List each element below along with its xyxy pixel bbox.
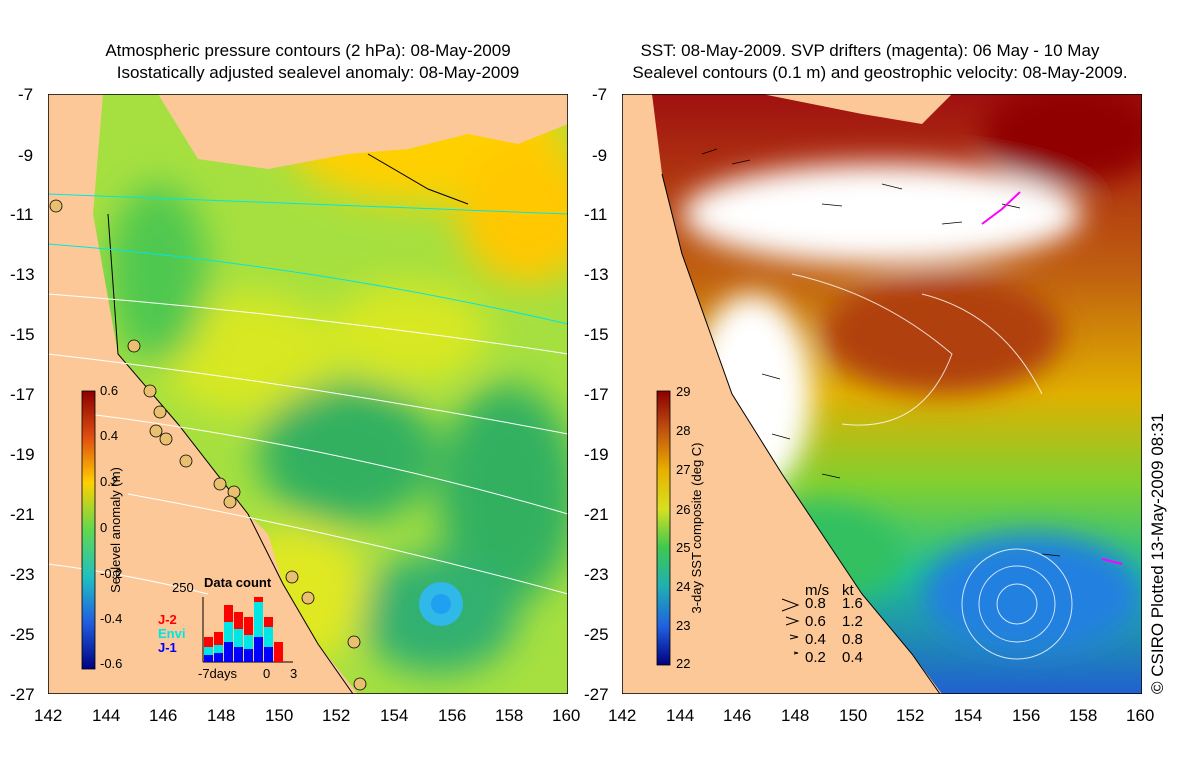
lat-tick-r-1: -9: [592, 146, 608, 165]
lon-tick-r-9: 160: [1126, 706, 1155, 725]
vel-row-0-ms: 0.8: [805, 595, 826, 612]
vel-row-0-kt: 1.6: [842, 595, 863, 612]
vel-row-3-kt: 0.4: [842, 649, 863, 666]
sla-tick-0: 0.6: [100, 383, 119, 398]
velocity-legend-arrows: [781, 598, 800, 655]
sst-colorbar-label: 3-day SST composite (deg C): [689, 443, 704, 614]
lat-tick-r-6: -19: [584, 445, 609, 464]
vel-legend-ms-header: m/s: [805, 582, 830, 599]
lon-tick-l-5: 152: [322, 706, 351, 725]
lon-tick-l-7: 156: [438, 706, 467, 725]
lat-tick-r-7: -21: [584, 505, 609, 524]
lat-tick-l-5: -17: [10, 385, 35, 404]
lat-tick-l-2: -11: [10, 205, 34, 224]
lat-tick-r-0: -7: [592, 85, 608, 104]
sla-tick-3: 0: [100, 520, 108, 535]
lat-tick-l-6: -19: [10, 445, 35, 464]
sst-map: [622, 94, 1142, 694]
sla-tick-4: -0.2: [100, 566, 123, 581]
lon-tick-r-6: 154: [954, 706, 983, 725]
sst-tick-6: 23: [676, 618, 691, 633]
lat-tick-r-3: -13: [584, 265, 609, 284]
sst-tick-2: 27: [676, 462, 691, 477]
lon-tick-r-8: 158: [1069, 706, 1098, 725]
lon-tick-r-1: 144: [666, 706, 695, 725]
left-title-line1: Atmospheric pressure contours (2 hPa): 0…: [105, 41, 511, 60]
lon-tick-r-7: 156: [1012, 706, 1041, 725]
sealevel-colorbar: Sealevel anomaly (m): [81, 390, 123, 670]
lon-tick-l-9: 160: [552, 706, 581, 725]
sla-tick-2: 0.2: [100, 474, 119, 489]
lon-tick-l-8: 158: [495, 706, 524, 725]
lat-tick-l-7: -21: [10, 505, 35, 524]
lat-tick-l-9: -25: [10, 625, 35, 644]
inset-xtick-zero: 0: [263, 666, 271, 681]
sealevel-anomaly-map: [48, 94, 568, 694]
inset-ymax: 250: [172, 580, 194, 595]
lat-tick-r-10: -27: [584, 685, 609, 704]
inset-title: Data count: [204, 575, 272, 590]
lat-tick-r-2: -11: [584, 205, 608, 224]
vel-row-2-ms: 0.4: [805, 631, 826, 648]
legend-j2: J-2: [158, 612, 177, 627]
lat-tick-r-9: -25: [584, 625, 609, 644]
lat-tick-r-5: -17: [584, 385, 609, 404]
sla-tick-5: -0.4: [100, 611, 123, 626]
sla-tick-6: -0.6: [100, 656, 123, 671]
lon-tick-r-0: 142: [608, 706, 637, 725]
inset-xtick-start: -7days: [198, 666, 238, 681]
sst-tick-4: 25: [676, 540, 691, 555]
sst-tick-7: 22: [676, 656, 691, 671]
vel-row-1-ms: 0.6: [805, 613, 826, 630]
lon-tick-l-1: 144: [92, 706, 121, 725]
vel-row-1-kt: 1.2: [842, 613, 863, 630]
lat-tick-l-8: -23: [10, 565, 35, 584]
lon-tick-l-2: 146: [149, 706, 178, 725]
lon-tick-l-3: 148: [207, 706, 236, 725]
sst-tick-3: 26: [676, 502, 691, 517]
land-mainland: [48, 94, 358, 694]
right-title-line1: SST: 08-May-2009. SVP drifters (magenta)…: [640, 41, 1100, 60]
csiro-credit: © CSIRO Plotted 13-May-2009 08:31: [1148, 413, 1167, 694]
right-title-line2: Sealevel contours (0.1 m) and geostrophi…: [632, 63, 1128, 82]
sst-tick-1: 28: [676, 423, 691, 438]
sst-land-mainland: [622, 94, 942, 694]
data-count-inset: [202, 597, 293, 663]
lon-tick-r-4: 150: [839, 706, 868, 725]
lon-tick-r-3: 148: [781, 706, 810, 725]
vel-row-3-ms: 0.2: [805, 649, 826, 666]
lat-tick-r-8: -23: [584, 565, 609, 584]
legend-j1: J-1: [158, 640, 177, 655]
vel-legend-kt-header: kt: [842, 582, 854, 599]
sealevel-colorbar-label: Sealevel anomaly (m): [108, 467, 123, 593]
lat-tick-r-4: -15: [584, 325, 609, 344]
svp-drifter-track: [981, 191, 1021, 225]
vel-row-2-kt: 0.8: [842, 631, 863, 648]
lat-tick-l-4: -15: [10, 325, 35, 344]
sst-land-new-guinea: [762, 94, 952, 124]
lon-tick-l-0: 142: [34, 706, 63, 725]
lon-tick-l-4: 150: [265, 706, 294, 725]
lon-tick-r-2: 146: [723, 706, 752, 725]
lat-tick-l-0: -7: [18, 85, 34, 104]
left-title-line2: Isostatically adjusted sealevel anomaly:…: [116, 63, 520, 82]
lat-tick-l-3: -13: [10, 265, 35, 284]
land-new-guinea: [158, 94, 568, 169]
sst-tick-0: 29: [676, 384, 691, 399]
sla-tick-1: 0.4: [100, 428, 119, 443]
lon-tick-r-5: 152: [896, 706, 925, 725]
legend-envi: Envi: [158, 626, 186, 641]
sst-colorbar: 3-day SST composite (deg C): [656, 390, 704, 666]
lat-tick-l-10: -27: [10, 685, 35, 704]
lon-tick-l-6: 154: [380, 706, 409, 725]
sst-tick-5: 24: [676, 579, 691, 594]
lat-tick-l-1: -9: [18, 146, 34, 165]
inset-xtick-end: 3: [290, 666, 298, 681]
